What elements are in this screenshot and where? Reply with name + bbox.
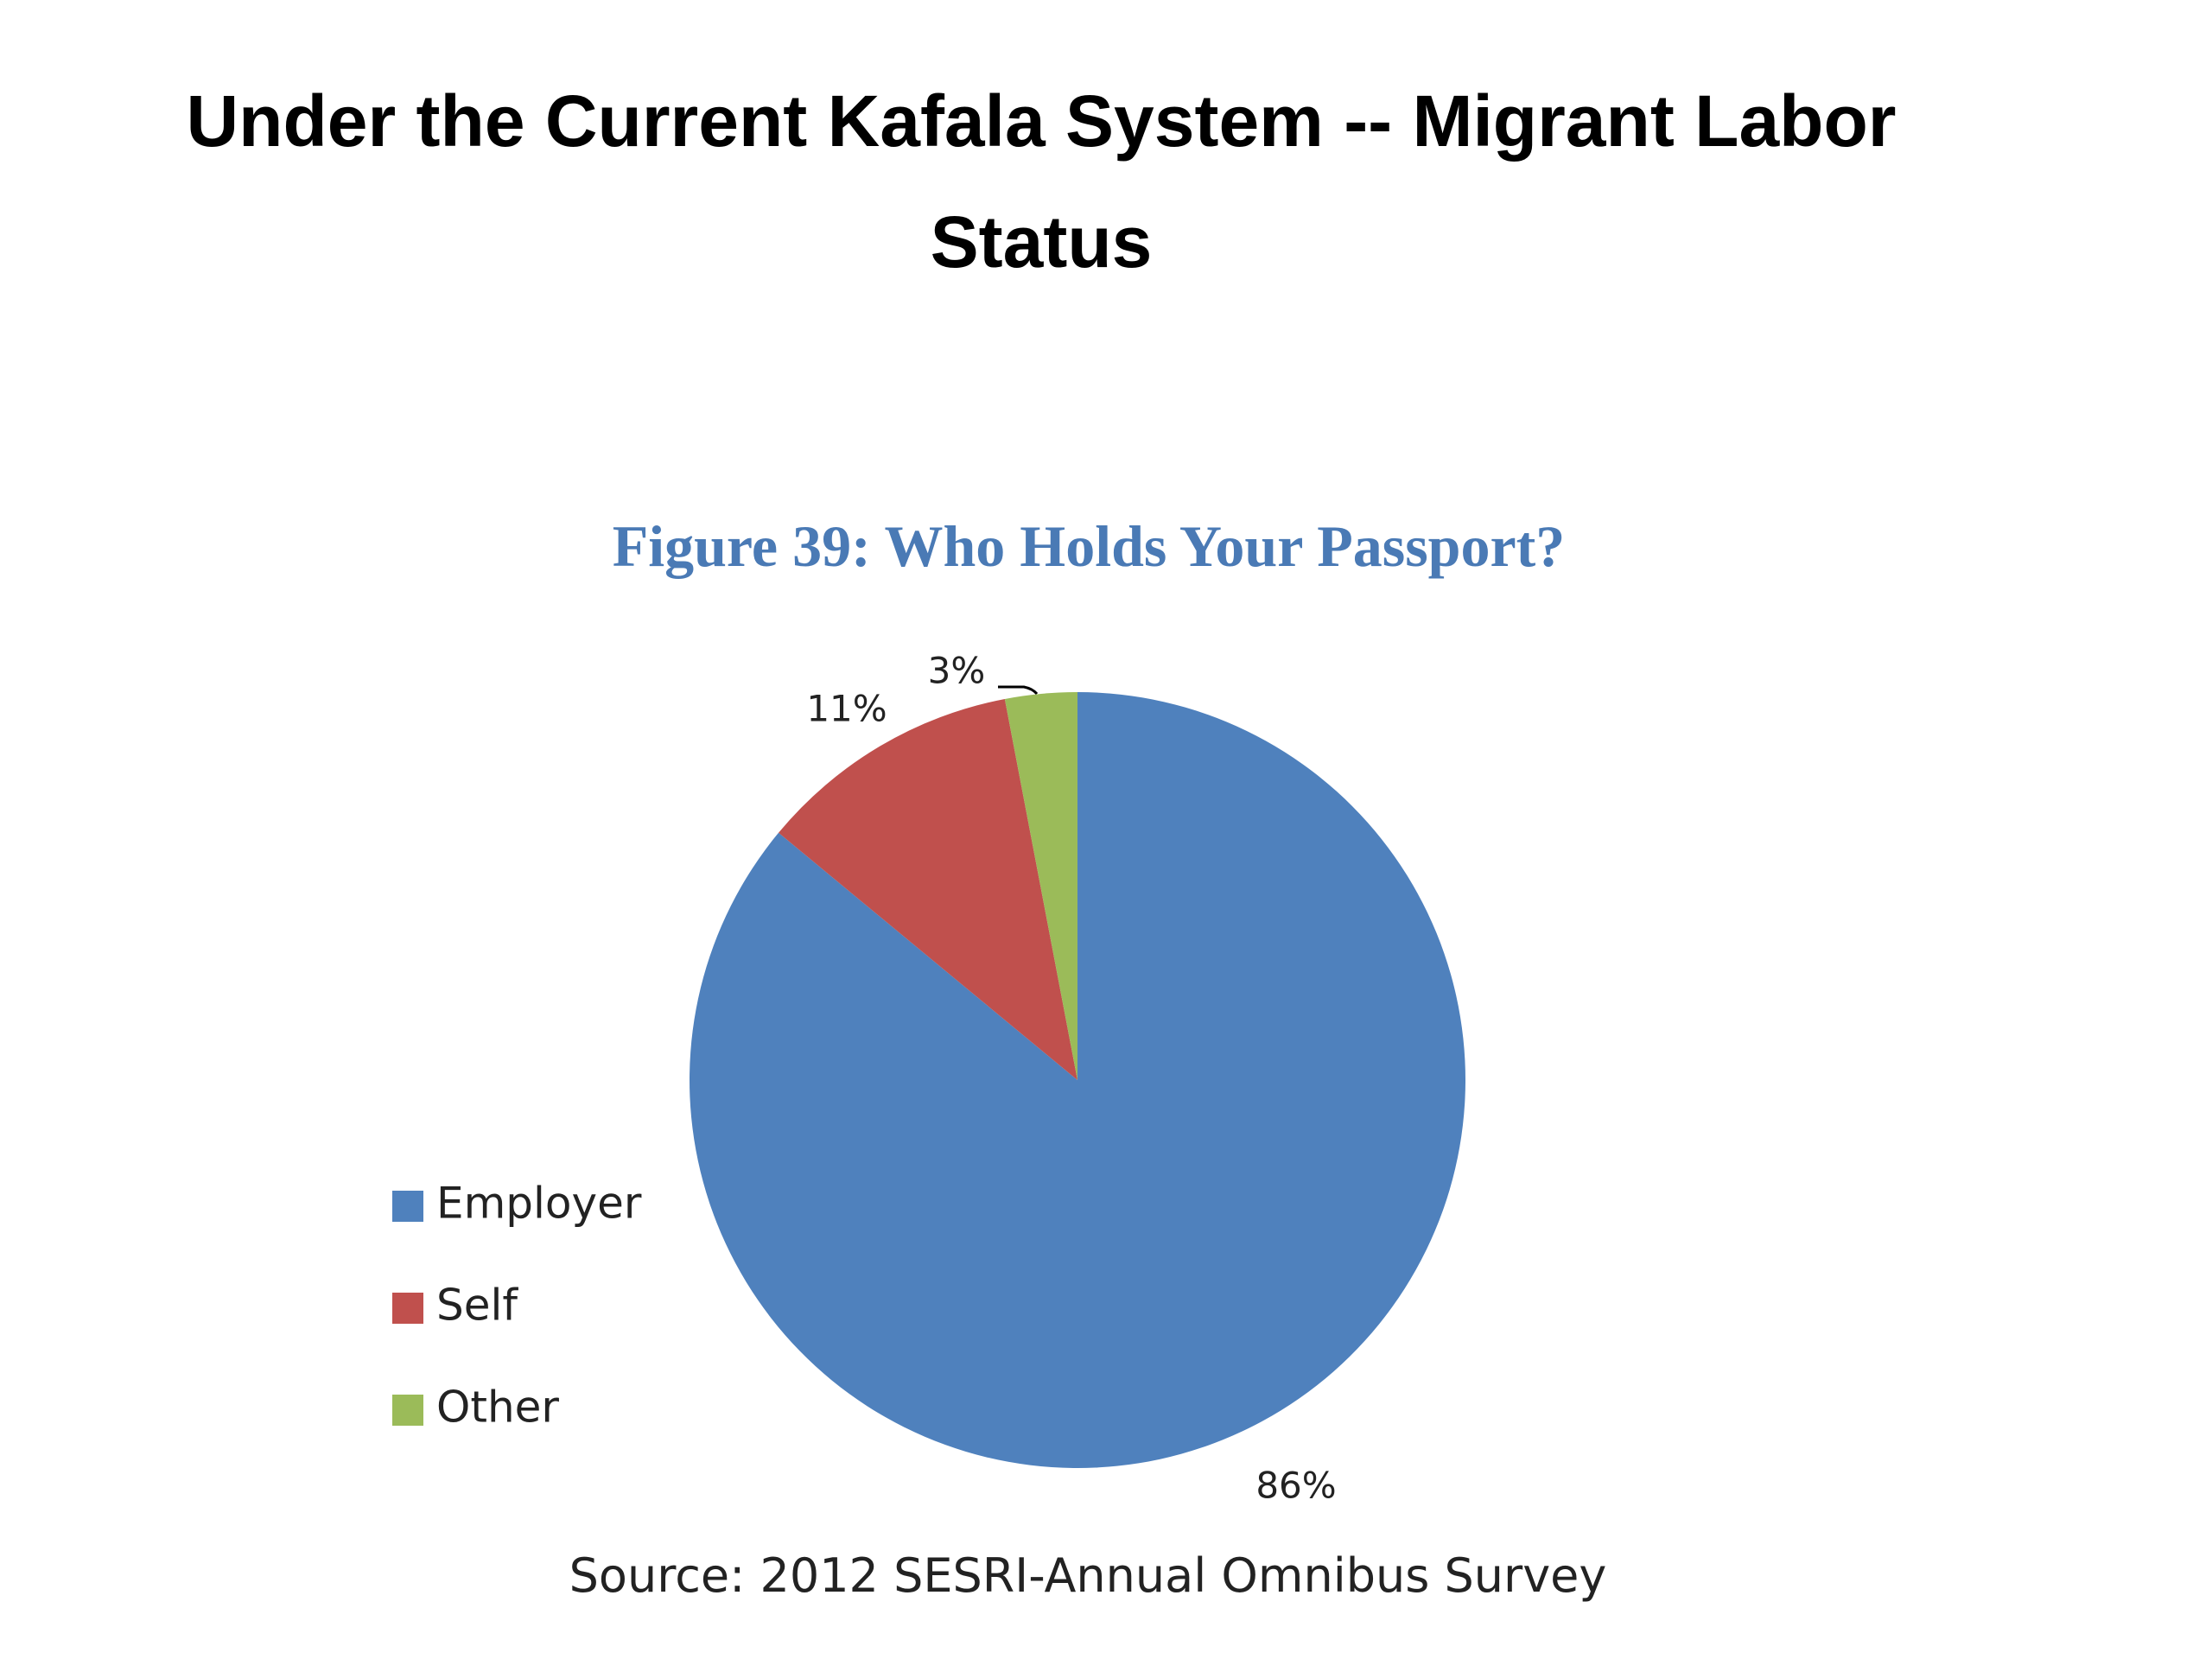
data-label: 86% <box>1255 1465 1336 1507</box>
legend-swatch <box>392 1293 423 1324</box>
chart-title: Figure 39: Who Holds Your Passport? <box>613 513 1566 579</box>
pie-slice <box>1004 692 1077 1080</box>
data-label: 11% <box>806 688 887 730</box>
legend-label: Employer <box>436 1179 642 1229</box>
legend-swatch <box>392 1191 423 1222</box>
legend-label: Other <box>436 1382 559 1433</box>
pie-slice <box>779 698 1077 1080</box>
data-label: 3% <box>928 650 986 692</box>
legend-swatch <box>392 1395 423 1426</box>
source: Source: 2012 SESRI-Annual Omnibus Survey <box>569 1548 1607 1603</box>
legend-label: Self <box>436 1281 518 1331</box>
slide-title: Under the Current Kafala System -- Migra… <box>186 80 1897 283</box>
leader-line <box>998 685 1039 696</box>
